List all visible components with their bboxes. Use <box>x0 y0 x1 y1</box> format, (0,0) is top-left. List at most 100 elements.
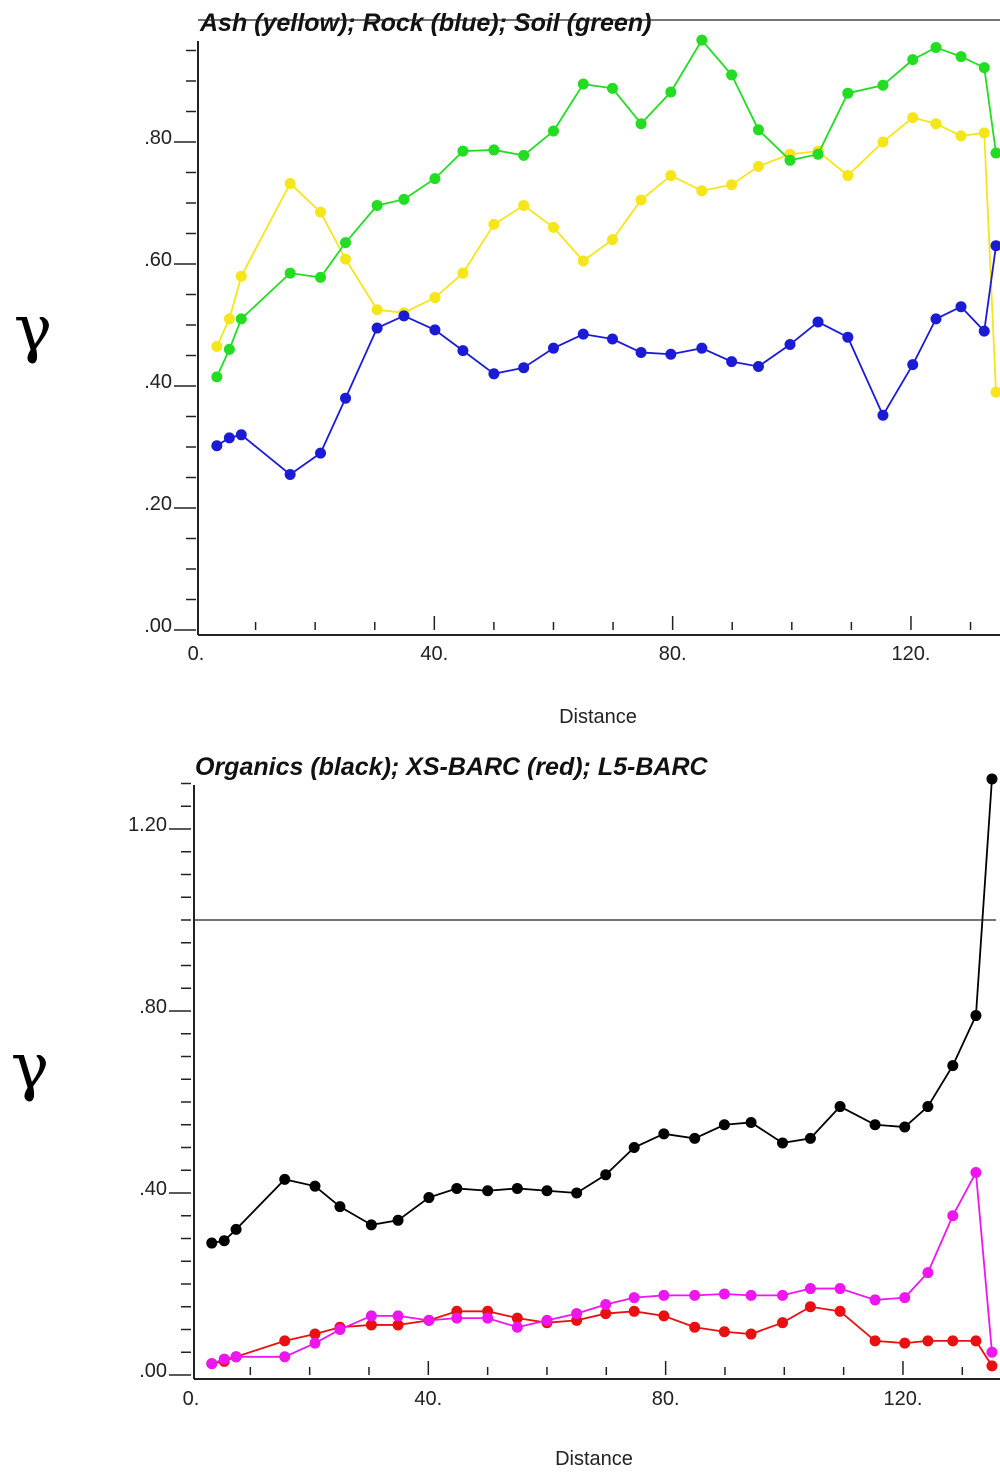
data-point-soil <box>990 147 1000 159</box>
data-point-rock <box>398 310 410 322</box>
data-point-ash <box>726 179 738 191</box>
data-point-ash <box>429 292 441 304</box>
x-tick-label: 40. <box>414 1388 442 1410</box>
data-point-xs-barc <box>970 1335 982 1347</box>
data-point-rock <box>877 409 889 421</box>
series-line-l5-barc <box>211 1169 993 1365</box>
data-point-rock <box>930 313 942 325</box>
data-point-xs-barc <box>986 1360 998 1372</box>
data-point-rock <box>635 346 647 358</box>
data-point-l5-barc <box>600 1298 612 1310</box>
data-point-organics <box>922 1101 934 1113</box>
data-point-l5-barc <box>309 1337 321 1349</box>
data-point-l5-barc <box>571 1308 583 1320</box>
data-point-ash <box>577 255 589 267</box>
data-point-ash <box>315 206 327 218</box>
chart-bottom-y-label: γ <box>11 1030 49 1104</box>
data-point-soil <box>978 62 990 74</box>
data-point-l5-barc <box>970 1167 982 1179</box>
data-point-rock <box>990 240 1000 252</box>
data-point-rock <box>518 362 530 374</box>
data-point-organics <box>423 1192 435 1204</box>
data-point-soil <box>223 343 235 355</box>
chart-top-x-ticks: 0. 40. 80. 120. <box>188 616 972 665</box>
data-point-ash <box>752 160 764 172</box>
chart-top-x-label: Distance <box>559 706 637 728</box>
data-point-ash <box>235 270 247 282</box>
data-point-soil <box>842 87 854 99</box>
data-point-organics <box>218 1235 230 1247</box>
data-point-soil <box>429 173 441 185</box>
data-point-rock <box>577 328 589 340</box>
data-point-organics <box>309 1180 321 1192</box>
data-point-rock <box>340 392 352 404</box>
data-point-soil <box>696 34 708 46</box>
data-point-soil <box>340 237 352 249</box>
data-point-rock <box>211 440 223 452</box>
data-point-rock <box>842 331 854 343</box>
data-point-xs-barc <box>718 1326 730 1338</box>
data-point-l5-barc <box>986 1346 998 1358</box>
data-point-soil <box>371 199 383 211</box>
x-tick-label: 40. <box>420 643 448 665</box>
data-point-organics <box>571 1187 583 1199</box>
data-point-xs-barc <box>628 1305 640 1317</box>
data-point-rock <box>371 322 383 334</box>
data-point-ash <box>955 130 967 142</box>
data-point-xs-barc <box>947 1335 959 1347</box>
data-point-rock <box>955 301 967 313</box>
data-point-l5-barc <box>482 1312 494 1324</box>
data-point-ash <box>665 170 677 182</box>
data-point-xs-barc <box>511 1312 523 1324</box>
data-point-rock <box>696 342 708 354</box>
data-point-l5-barc <box>628 1292 640 1304</box>
data-point-l5-barc <box>899 1292 911 1304</box>
x-tick-label: 120. <box>883 1388 922 1410</box>
data-point-l5-barc <box>947 1210 959 1222</box>
data-point-organics <box>804 1132 816 1144</box>
y-tick-label: .60 <box>144 249 172 271</box>
data-point-xs-barc <box>689 1321 701 1333</box>
data-point-ash <box>606 234 618 246</box>
data-point-l5-barc <box>804 1283 816 1295</box>
data-point-soil <box>457 145 469 157</box>
data-point-l5-barc <box>718 1288 730 1300</box>
data-point-l5-barc <box>279 1351 291 1363</box>
data-point-ash <box>223 313 235 325</box>
data-point-l5-barc <box>423 1314 435 1326</box>
chart-top: Ash (yellow); Rock (blue); Soil (green) … <box>14 9 1000 728</box>
data-point-soil <box>315 271 327 283</box>
series-line-ash <box>216 116 997 393</box>
data-point-ash <box>930 118 942 130</box>
data-point-l5-barc <box>511 1321 523 1333</box>
data-point-organics <box>834 1101 846 1113</box>
data-point-rock <box>284 468 296 480</box>
chart-top-y-ticks: .00 .20 .40 .60 .80 <box>144 49 196 637</box>
data-point-ash <box>696 185 708 197</box>
data-point-l5-barc <box>658 1289 670 1301</box>
data-point-ash <box>842 170 854 182</box>
data-point-soil <box>726 69 738 81</box>
data-point-xs-barc <box>279 1335 291 1347</box>
data-point-l5-barc <box>834 1283 846 1295</box>
data-point-soil <box>211 371 223 383</box>
data-point-ash <box>284 177 296 189</box>
data-point-rock <box>752 360 764 372</box>
data-point-organics <box>392 1214 404 1226</box>
data-point-rock <box>907 359 919 371</box>
data-point-organics <box>206 1237 218 1249</box>
chart-top-series <box>211 34 1000 480</box>
data-point-l5-barc <box>745 1289 757 1301</box>
data-point-soil <box>488 144 500 156</box>
chart-bottom-x-ticks: 0. 40. 80. 120. <box>183 1361 964 1410</box>
data-point-organics <box>947 1060 959 1072</box>
y-tick-label: .40 <box>144 371 172 393</box>
data-point-xs-barc <box>745 1328 757 1340</box>
data-point-soil <box>877 79 889 91</box>
data-point-rock <box>547 342 559 354</box>
data-point-xs-barc <box>869 1335 881 1347</box>
data-point-soil <box>635 118 647 130</box>
data-point-ash <box>635 194 647 206</box>
y-tick-label: .40 <box>139 1178 167 1200</box>
